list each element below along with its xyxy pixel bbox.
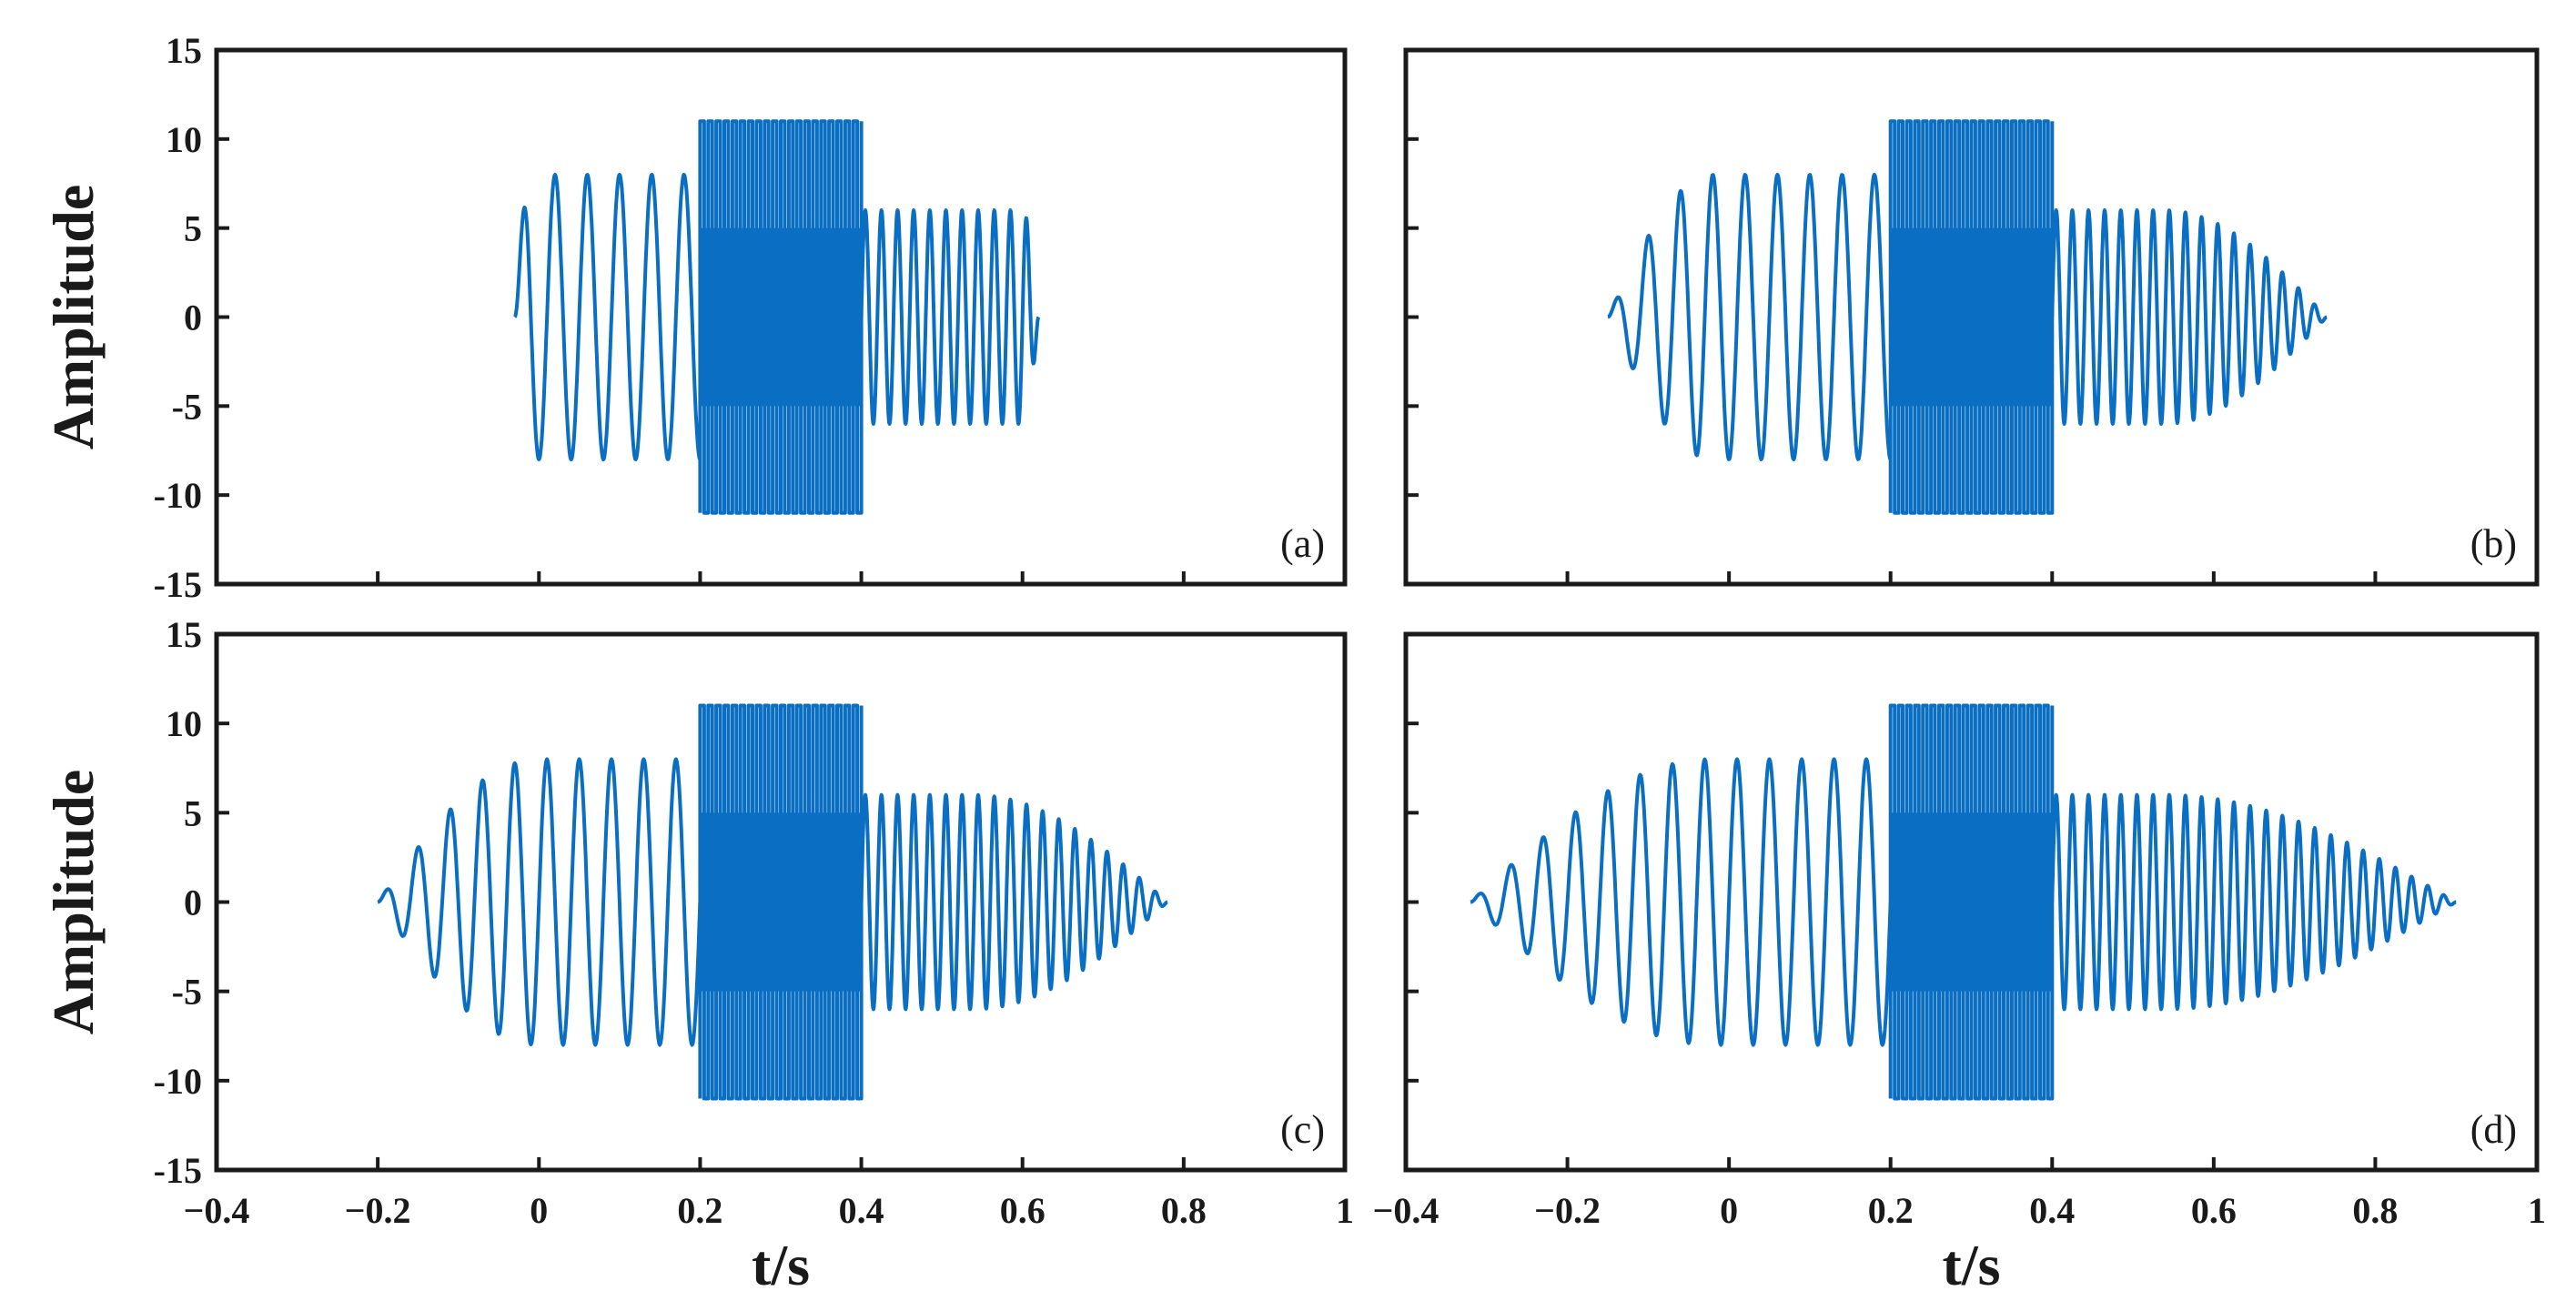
- y-tick-label: -15: [154, 564, 202, 605]
- x-tick-label: −0.2: [345, 1190, 411, 1231]
- x-tick-label: 0.4: [839, 1190, 884, 1231]
- x-tick-label: 0.4: [2029, 1190, 2075, 1231]
- x-tick-label: 0.2: [677, 1190, 722, 1231]
- y-tick-label: 10: [166, 703, 202, 744]
- x-tick-label: −0.2: [1534, 1190, 1601, 1231]
- y-tick-label: -5: [172, 386, 202, 427]
- y-tick-label: -5: [172, 972, 202, 1013]
- x-tick-label: −0.4: [1373, 1190, 1440, 1231]
- y-axis-title: Amplitude: [41, 185, 106, 450]
- panel-label: (b): [2470, 521, 2517, 566]
- y-tick-label: 5: [184, 792, 202, 833]
- signal-segment-1: [698, 703, 864, 1101]
- y-tick-label: 15: [166, 30, 202, 71]
- y-tick-label: -10: [154, 1061, 202, 1102]
- y-tick-label: 15: [166, 614, 202, 655]
- y-tick-label: 5: [184, 208, 202, 249]
- signal-segment-2: [859, 208, 1041, 426]
- panel-a: 15 10 5 0 -5 -10 -15 Amplitude (a): [41, 30, 1348, 605]
- x-tick-label: 0: [1720, 1190, 1738, 1231]
- y-tick-label: 0: [184, 882, 202, 923]
- x-axis-title: t/s: [1943, 1233, 2001, 1297]
- panel-label: (a): [1280, 521, 1325, 566]
- x-tick-label: 0.6: [1000, 1190, 1046, 1231]
- x-axis-title: t/s: [752, 1233, 810, 1297]
- panel-b: (b): [1403, 47, 2540, 587]
- signal-segment-0: [377, 757, 702, 1047]
- x-tick-label: 0.8: [1161, 1190, 1207, 1231]
- signal-segment-1: [1888, 703, 2055, 1101]
- x-tick-label: 0.6: [2191, 1190, 2237, 1231]
- panel-c: 15 10 5 0 -5 -10 -15−0.4 −0.2 0 0.2 0.4 0.6 0.8 1 Ampl…: [41, 614, 1354, 1297]
- signal-segment-0: [513, 173, 702, 461]
- y-tick-label: 10: [166, 119, 202, 160]
- y-axis-title: Amplitude: [41, 770, 106, 1035]
- signal-segment-2: [2050, 208, 2329, 426]
- x-tick-label: 0: [530, 1190, 548, 1231]
- panel-label: (c): [1280, 1107, 1325, 1152]
- panel-label: (d): [2470, 1107, 2517, 1152]
- y-tick-label: -15: [154, 1150, 202, 1191]
- signal-segment-0: [1469, 757, 1893, 1047]
- panel-d: −0.4 −0.2 0 0.2 0.4 0.6 0.8 1 t/s (d): [1373, 631, 2546, 1297]
- signal-segment-2: [2050, 792, 2458, 1012]
- signal-segment-1: [1888, 119, 2055, 515]
- x-tick-label: 1: [2528, 1190, 2546, 1231]
- x-tick-label: 0.8: [2352, 1190, 2398, 1231]
- signal-segment-1: [698, 119, 864, 515]
- signal-segment-0: [1606, 173, 1893, 461]
- x-tick-label: 0.2: [1868, 1190, 1914, 1231]
- x-tick-label: −0.4: [184, 1190, 250, 1231]
- y-tick-label: -10: [154, 475, 202, 516]
- signal-segment-2: [859, 792, 1169, 1012]
- x-tick-label: 1: [1336, 1190, 1354, 1231]
- y-tick-label: 0: [184, 298, 202, 338]
